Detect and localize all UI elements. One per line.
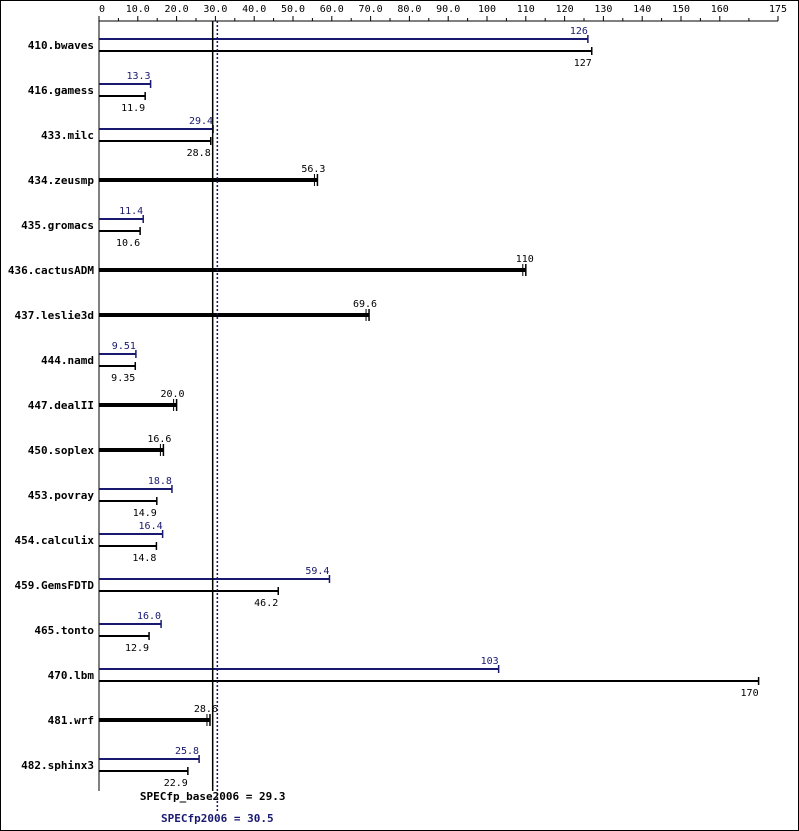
peak-value-label: 13.3 bbox=[127, 71, 151, 82]
x-tick-label: 160 bbox=[711, 4, 729, 15]
x-tick-label: 30.0 bbox=[203, 4, 227, 15]
peak-value-label: 25.8 bbox=[175, 746, 199, 757]
benchmark-label: 453.povray bbox=[28, 489, 95, 502]
base-value-label: 127 bbox=[574, 58, 592, 69]
base-value-label: 9.35 bbox=[111, 373, 135, 384]
x-tick-label: 140 bbox=[633, 4, 651, 15]
base-value-label: 22.9 bbox=[164, 778, 188, 789]
base-value-label: 10.6 bbox=[116, 238, 140, 249]
peak-value-label: 9.51 bbox=[112, 341, 136, 352]
benchmark-label: 435.gromacs bbox=[21, 219, 94, 232]
x-tick-label: 50.0 bbox=[281, 4, 305, 15]
benchmark-label: 416.gamess bbox=[28, 84, 94, 97]
benchmark-label: 470.lbm bbox=[48, 669, 95, 682]
x-tick-label: 40.0 bbox=[242, 4, 266, 15]
base-value-label: 28.8 bbox=[187, 148, 211, 159]
base-value-label: 14.8 bbox=[132, 553, 156, 564]
x-tick-label: 80.0 bbox=[397, 4, 421, 15]
base-value-label: 56.3 bbox=[301, 164, 325, 175]
x-tick-label: 110 bbox=[517, 4, 535, 15]
benchmark-label: 481.wrf bbox=[48, 714, 94, 727]
benchmark-label: 459.GemsFDTD bbox=[15, 579, 95, 592]
x-tick-label: 70.0 bbox=[359, 4, 383, 15]
peak-value-label: 11.4 bbox=[119, 206, 143, 217]
x-tick-label: 20.0 bbox=[165, 4, 189, 15]
peak-value-label: 18.8 bbox=[148, 476, 172, 487]
peak-value-label: 126 bbox=[570, 26, 588, 37]
benchmark-label: 434.zeusmp bbox=[28, 174, 95, 187]
peak-value-label: 29.4 bbox=[189, 116, 213, 127]
peak-value-label: 16.0 bbox=[137, 611, 161, 622]
peak-value-label: 59.4 bbox=[305, 566, 329, 577]
benchmark-label: 465.tonto bbox=[34, 624, 94, 637]
x-tick-label: 90.0 bbox=[436, 4, 460, 15]
benchmark-label: 447.dealII bbox=[28, 399, 94, 412]
peak-summary-label: SPECfp2006 = 30.5 bbox=[161, 812, 274, 825]
x-tick-label: 100 bbox=[478, 4, 496, 15]
x-tick-label: 10.0 bbox=[126, 4, 150, 15]
x-tick-label: 150 bbox=[672, 4, 690, 15]
benchmark-label: 454.calculix bbox=[15, 534, 95, 547]
x-tick-label: 175 bbox=[769, 4, 787, 15]
benchmark-label: 482.sphinx3 bbox=[21, 759, 94, 772]
base-value-label: 11.9 bbox=[121, 103, 145, 114]
x-tick-label: 120 bbox=[556, 4, 574, 15]
benchmark-label: 436.cactusADM bbox=[8, 264, 94, 277]
base-summary-label: SPECfp_base2006 = 29.3 bbox=[140, 790, 286, 803]
base-value-label: 110 bbox=[516, 254, 534, 265]
base-value-label: 16.6 bbox=[147, 434, 171, 445]
benchmark-label: 450.soplex bbox=[28, 444, 95, 457]
base-value-label: 14.9 bbox=[133, 508, 157, 519]
base-value-label: 69.6 bbox=[353, 299, 377, 310]
peak-value-label: 103 bbox=[481, 656, 499, 667]
benchmark-label: 444.namd bbox=[41, 354, 94, 367]
peak-value-label: 16.4 bbox=[139, 521, 163, 532]
base-value-label: 20.0 bbox=[161, 389, 185, 400]
base-value-label: 28.6 bbox=[194, 704, 218, 715]
x-tick-label: 60.0 bbox=[320, 4, 344, 15]
base-value-label: 170 bbox=[741, 688, 759, 699]
benchmark-label: 433.milc bbox=[41, 129, 94, 142]
base-value-label: 46.2 bbox=[254, 598, 278, 609]
x-tick-label: 130 bbox=[594, 4, 612, 15]
x-tick-label: 0 bbox=[99, 4, 105, 15]
base-value-label: 12.9 bbox=[125, 643, 149, 654]
benchmark-label: 437.leslie3d bbox=[15, 309, 94, 322]
benchmark-label: 410.bwaves bbox=[28, 39, 94, 52]
